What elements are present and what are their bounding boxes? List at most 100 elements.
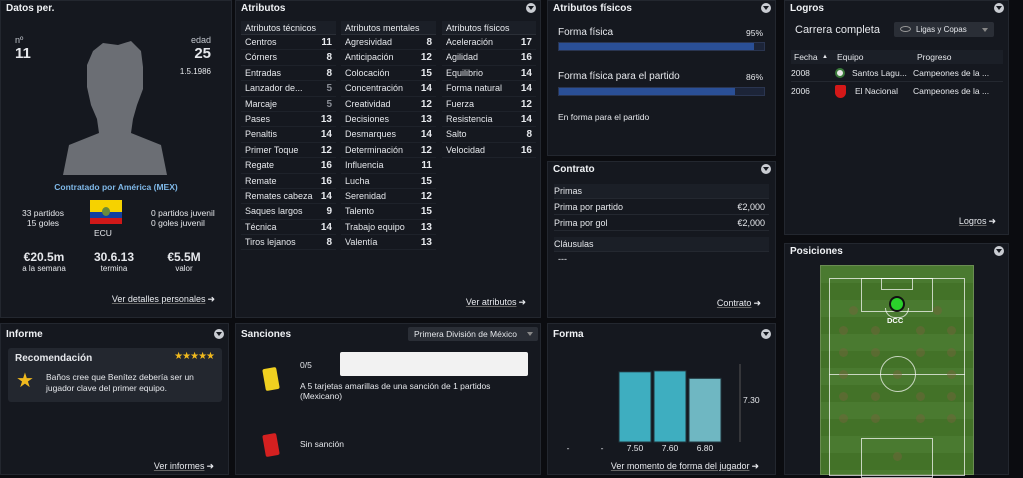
attribute-value: 13	[320, 113, 332, 125]
col-progress[interactable]: Progreso	[917, 52, 952, 62]
age-value: 25	[194, 45, 211, 62]
achievement-row[interactable]: 2008 Santos Lagu... Campeones de la ...	[791, 65, 1003, 82]
bonuses-header: Primas	[554, 184, 769, 199]
form-title: Forma	[553, 329, 584, 340]
attribute-value: 12	[520, 98, 532, 110]
form-bar[interactable]	[618, 371, 652, 443]
chevron-down-icon	[527, 332, 533, 336]
sanctions-panel: Sanciones Primera División de México 0/5…	[235, 323, 541, 475]
attribute-row: Aceleración 17	[442, 35, 536, 51]
fitness-status: En forma para el partido	[558, 112, 650, 122]
goal-bonus-row: Prima por gol €2,000	[554, 216, 769, 231]
attribute-value: 12	[420, 98, 432, 110]
wage-label: a la semana	[22, 264, 66, 273]
personal-details-link[interactable]: Ver detalles personales ➜	[111, 294, 215, 304]
attribute-row: Equilibrio 14	[442, 66, 536, 82]
clauses-value: ---	[558, 254, 567, 264]
technical-column: Atributos técnicos Centros 11 Córners 8 Entr…	[241, 21, 336, 251]
position-marker[interactable]	[889, 296, 905, 312]
attribute-label: Influencia	[345, 160, 384, 171]
contract-title: Contrato	[553, 164, 595, 175]
attribute-row: Resistencia 14	[442, 112, 536, 128]
atributos-panel: Atributos Atributos técnicos Centros 11 Có…	[235, 0, 541, 318]
informe-panel: Informe Recomendación ★★★★★ ★ Baños cree…	[0, 323, 229, 475]
attribute-row: Decisiones 13	[341, 112, 436, 128]
attribute-label: Colocación	[345, 67, 390, 78]
attribute-label: Agilidad	[446, 52, 479, 63]
number-label: nº	[15, 35, 24, 45]
contract-menu-icon[interactable]	[761, 164, 771, 174]
attribute-label: Talento	[345, 206, 375, 217]
attributes-link[interactable]: Ver atributos ➜	[465, 297, 526, 307]
logros-menu-icon[interactable]	[994, 3, 1004, 13]
form-bar-label: 7.60	[662, 443, 679, 453]
form-bar-label: -	[601, 443, 604, 453]
attribute-label: Fuerza	[446, 98, 475, 109]
value-label: valor	[175, 264, 193, 273]
attribute-label: Valentía	[345, 237, 378, 248]
contracted-by[interactable]: Contratado por América (MEX)	[54, 182, 178, 192]
attribute-label: Velocidad	[446, 144, 486, 155]
attribute-value: 8	[426, 37, 432, 48]
atributos-menu-icon[interactable]	[526, 3, 536, 13]
attribute-row: Regate 16	[241, 158, 336, 174]
attribute-value: 11	[321, 37, 332, 48]
physical-panel: Atributos físicos Forma física 95% Forma…	[547, 0, 776, 156]
attribute-value: 16	[520, 144, 532, 156]
attribute-row: Agresividad 8	[341, 35, 436, 51]
sort-arrow-icon: ▲	[822, 54, 828, 60]
attribute-row: Técnica 14	[241, 220, 336, 236]
atributos-title: Atributos	[241, 3, 286, 14]
datos-title: Datos per.	[6, 3, 55, 14]
attribute-row: Lanzador de... 5	[241, 81, 336, 97]
mental-column: Atributos mentales Agresividad 8 Anticipac…	[341, 21, 436, 251]
form-bar[interactable]	[653, 370, 687, 443]
mental-header: Atributos mentales	[341, 21, 436, 35]
physical-column: Atributos físicos Aceleración 17 Agilidad 1…	[442, 21, 536, 159]
informe-title: Informe	[6, 329, 43, 340]
ecuador-flag-icon	[90, 200, 122, 224]
datos-panel: Datos per. nº 11 edad 25 1.5.1986 Contra…	[0, 0, 232, 318]
col-date[interactable]: Fecha	[794, 52, 818, 62]
col-team[interactable]: Equipo	[837, 52, 864, 62]
attribute-value: 8	[526, 129, 532, 141]
physical-title: Atributos físicos	[553, 3, 632, 14]
attribute-value: 14	[420, 83, 432, 95]
form-bar[interactable]	[688, 377, 722, 443]
league-dropdown[interactable]: Primera División de México	[408, 327, 538, 341]
attribute-value: 9	[326, 206, 332, 218]
technical-header: Atributos técnicos	[241, 21, 336, 35]
reports-link[interactable]: Ver informes ➜	[153, 461, 214, 471]
physical-header: Atributos físicos	[442, 21, 536, 35]
form-link[interactable]: Ver momento de forma del jugador ➜	[610, 461, 759, 471]
attribute-value: 16	[320, 175, 332, 187]
attribute-value: 12	[420, 190, 432, 202]
match-fitness-label: Forma física para el partido	[558, 71, 680, 82]
physical-menu-icon[interactable]	[761, 3, 771, 13]
attribute-label: Marcaje	[245, 98, 278, 109]
attribute-value: 16	[320, 160, 332, 172]
recommendation-text: Baños cree que Benítez debería ser un ju…	[46, 372, 194, 393]
informe-menu-icon[interactable]	[214, 329, 224, 339]
contract-link[interactable]: Contrato ➜	[716, 298, 761, 308]
attribute-value: 12	[320, 144, 332, 156]
youth-goals: 0 goles juvenil	[151, 218, 205, 228]
attribute-value: 13	[420, 221, 432, 233]
attribute-label: Anticipación	[345, 52, 394, 63]
filter-dropdown[interactable]: Ligas y Copas	[894, 22, 994, 37]
attribute-label: Desmarques	[345, 129, 397, 140]
attribute-label: Concentración	[345, 83, 404, 94]
attribute-row: Trabajo equipo 13	[341, 220, 436, 236]
dob: 1.5.1986	[179, 67, 211, 76]
santos-crest-icon	[835, 68, 845, 78]
attribute-row: Entradas 8	[241, 66, 336, 82]
form-menu-icon[interactable]	[761, 329, 771, 339]
achievement-row[interactable]: 2006 El Nacional Campeones de la ...	[791, 85, 990, 98]
attribute-row: Primer Toque 12	[241, 143, 336, 159]
logros-link[interactable]: Logros ➜	[958, 216, 996, 226]
player-silhouette-icon	[63, 41, 167, 175]
attribute-row: Agilidad 16	[442, 50, 536, 66]
attribute-row: Penaltis 14	[241, 127, 336, 143]
positions-menu-icon[interactable]	[994, 246, 1004, 256]
yellow-text: A 5 tarjetas amarillas de una sanción de…	[300, 381, 491, 401]
